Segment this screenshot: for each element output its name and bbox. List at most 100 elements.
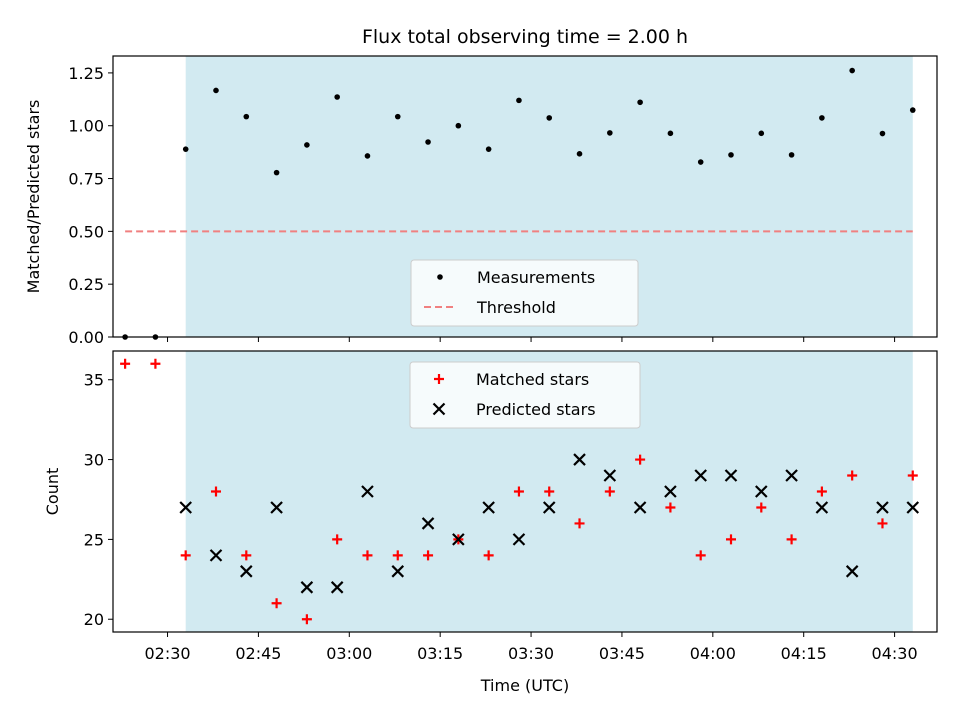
data-point (756, 502, 767, 513)
data-point (512, 533, 526, 546)
data-point (180, 550, 191, 561)
y-tick-label: 0.00 (68, 328, 104, 347)
legend-label: Threshold (476, 298, 556, 317)
y-axis-label: Count (43, 468, 62, 516)
data-point (724, 469, 738, 482)
data-point (695, 550, 706, 561)
data-point (576, 151, 583, 157)
data-point (604, 486, 615, 497)
legend-marker (432, 402, 446, 416)
bottom-panel: 20 25 30 35 02:30 02:45 03:00 03:15 03:30 03:45 04… (43, 350, 938, 663)
y-tick-label: 0.50 (68, 222, 104, 241)
data-point (120, 358, 131, 369)
data-point (607, 130, 613, 136)
data-point (728, 152, 734, 158)
data-point (391, 565, 405, 578)
data-point (907, 470, 918, 481)
data-point (213, 87, 219, 94)
data-point (182, 146, 189, 152)
data-point (726, 534, 736, 545)
legend-label: Predicted stars (476, 400, 596, 419)
data-point (845, 565, 859, 578)
data-point (909, 107, 916, 113)
data-point (241, 550, 252, 561)
data-point (574, 518, 585, 529)
data-point (542, 501, 556, 514)
y-tick-label: 1.00 (68, 117, 104, 136)
x-tick-label: 02:45 (235, 644, 281, 663)
data-point (364, 153, 371, 159)
x-tick-label: 02:30 (144, 644, 190, 663)
data-point (637, 99, 643, 106)
y-tick-label: 20 (84, 610, 104, 629)
data-point (847, 470, 858, 481)
data-point (665, 502, 676, 513)
data-point (877, 518, 888, 529)
data-point (330, 581, 344, 594)
data-point (667, 130, 674, 137)
x-tick-label: 03:30 (508, 644, 554, 663)
data-point (755, 485, 768, 498)
data-point (211, 486, 221, 497)
top-panel: 0.00 0.25 0.50 0.75 1.00 1.25 Matched/Predicte… (24, 55, 938, 347)
y-tick-label: 1.25 (68, 64, 104, 83)
data-point (423, 550, 434, 561)
data-point (304, 142, 310, 148)
data-point (482, 501, 495, 514)
x-tick-label: 04:30 (872, 644, 918, 663)
y-tick-label: 0.75 (68, 170, 104, 189)
legend: Matched stars Predicted stars (409, 361, 641, 429)
data-point (906, 501, 920, 514)
legend: Measurements Threshold (410, 259, 639, 327)
data-point (485, 146, 492, 152)
data-point (815, 501, 829, 514)
data-point (150, 358, 161, 369)
legend-box (409, 361, 641, 429)
y-tick-label: 30 (84, 451, 104, 470)
legend-label: Matched stars (476, 370, 589, 389)
data-point (332, 534, 343, 545)
data-point (879, 130, 886, 137)
data-point (516, 97, 522, 104)
data-point (179, 501, 192, 514)
data-point (361, 485, 374, 498)
data-point (394, 113, 401, 120)
data-point (452, 533, 465, 546)
plot-frame (112, 55, 938, 338)
data-point (786, 534, 797, 545)
data-point (455, 122, 462, 129)
data-point (635, 454, 646, 465)
data-point (664, 485, 677, 498)
data-point (785, 469, 798, 482)
data-point (544, 486, 555, 497)
data-point (573, 453, 586, 466)
data-point (392, 550, 403, 561)
x-tick-label: 03:15 (417, 644, 463, 663)
data-point (209, 549, 223, 562)
data-point (270, 501, 283, 514)
data-point (876, 501, 889, 514)
x-tick-label: 04:15 (781, 644, 827, 663)
data-point (513, 486, 524, 497)
y-axis-label: Matched/Predicted stars (24, 100, 43, 294)
data-point (849, 67, 855, 74)
data-point (301, 614, 312, 625)
x-axis-label: Time (UTC) (480, 676, 569, 695)
chart-title: Flux total observing time = 2.00 h (362, 26, 688, 48)
data-point (697, 159, 704, 165)
x-tick-label: 04:00 (690, 644, 736, 663)
data-point (300, 581, 314, 594)
y-tick-label: 25 (84, 530, 104, 549)
data-point (273, 169, 280, 176)
y-tick-label: 0.25 (68, 275, 104, 294)
data-point (603, 469, 617, 482)
data-point (362, 550, 373, 561)
data-point (819, 115, 825, 121)
data-point (633, 501, 647, 514)
legend-label: Measurements (477, 268, 595, 287)
x-tick-label: 03:45 (599, 644, 645, 663)
plot-frame (112, 350, 938, 633)
legend-marker (434, 374, 444, 384)
legend-marker (437, 274, 443, 280)
data-point (694, 469, 707, 482)
